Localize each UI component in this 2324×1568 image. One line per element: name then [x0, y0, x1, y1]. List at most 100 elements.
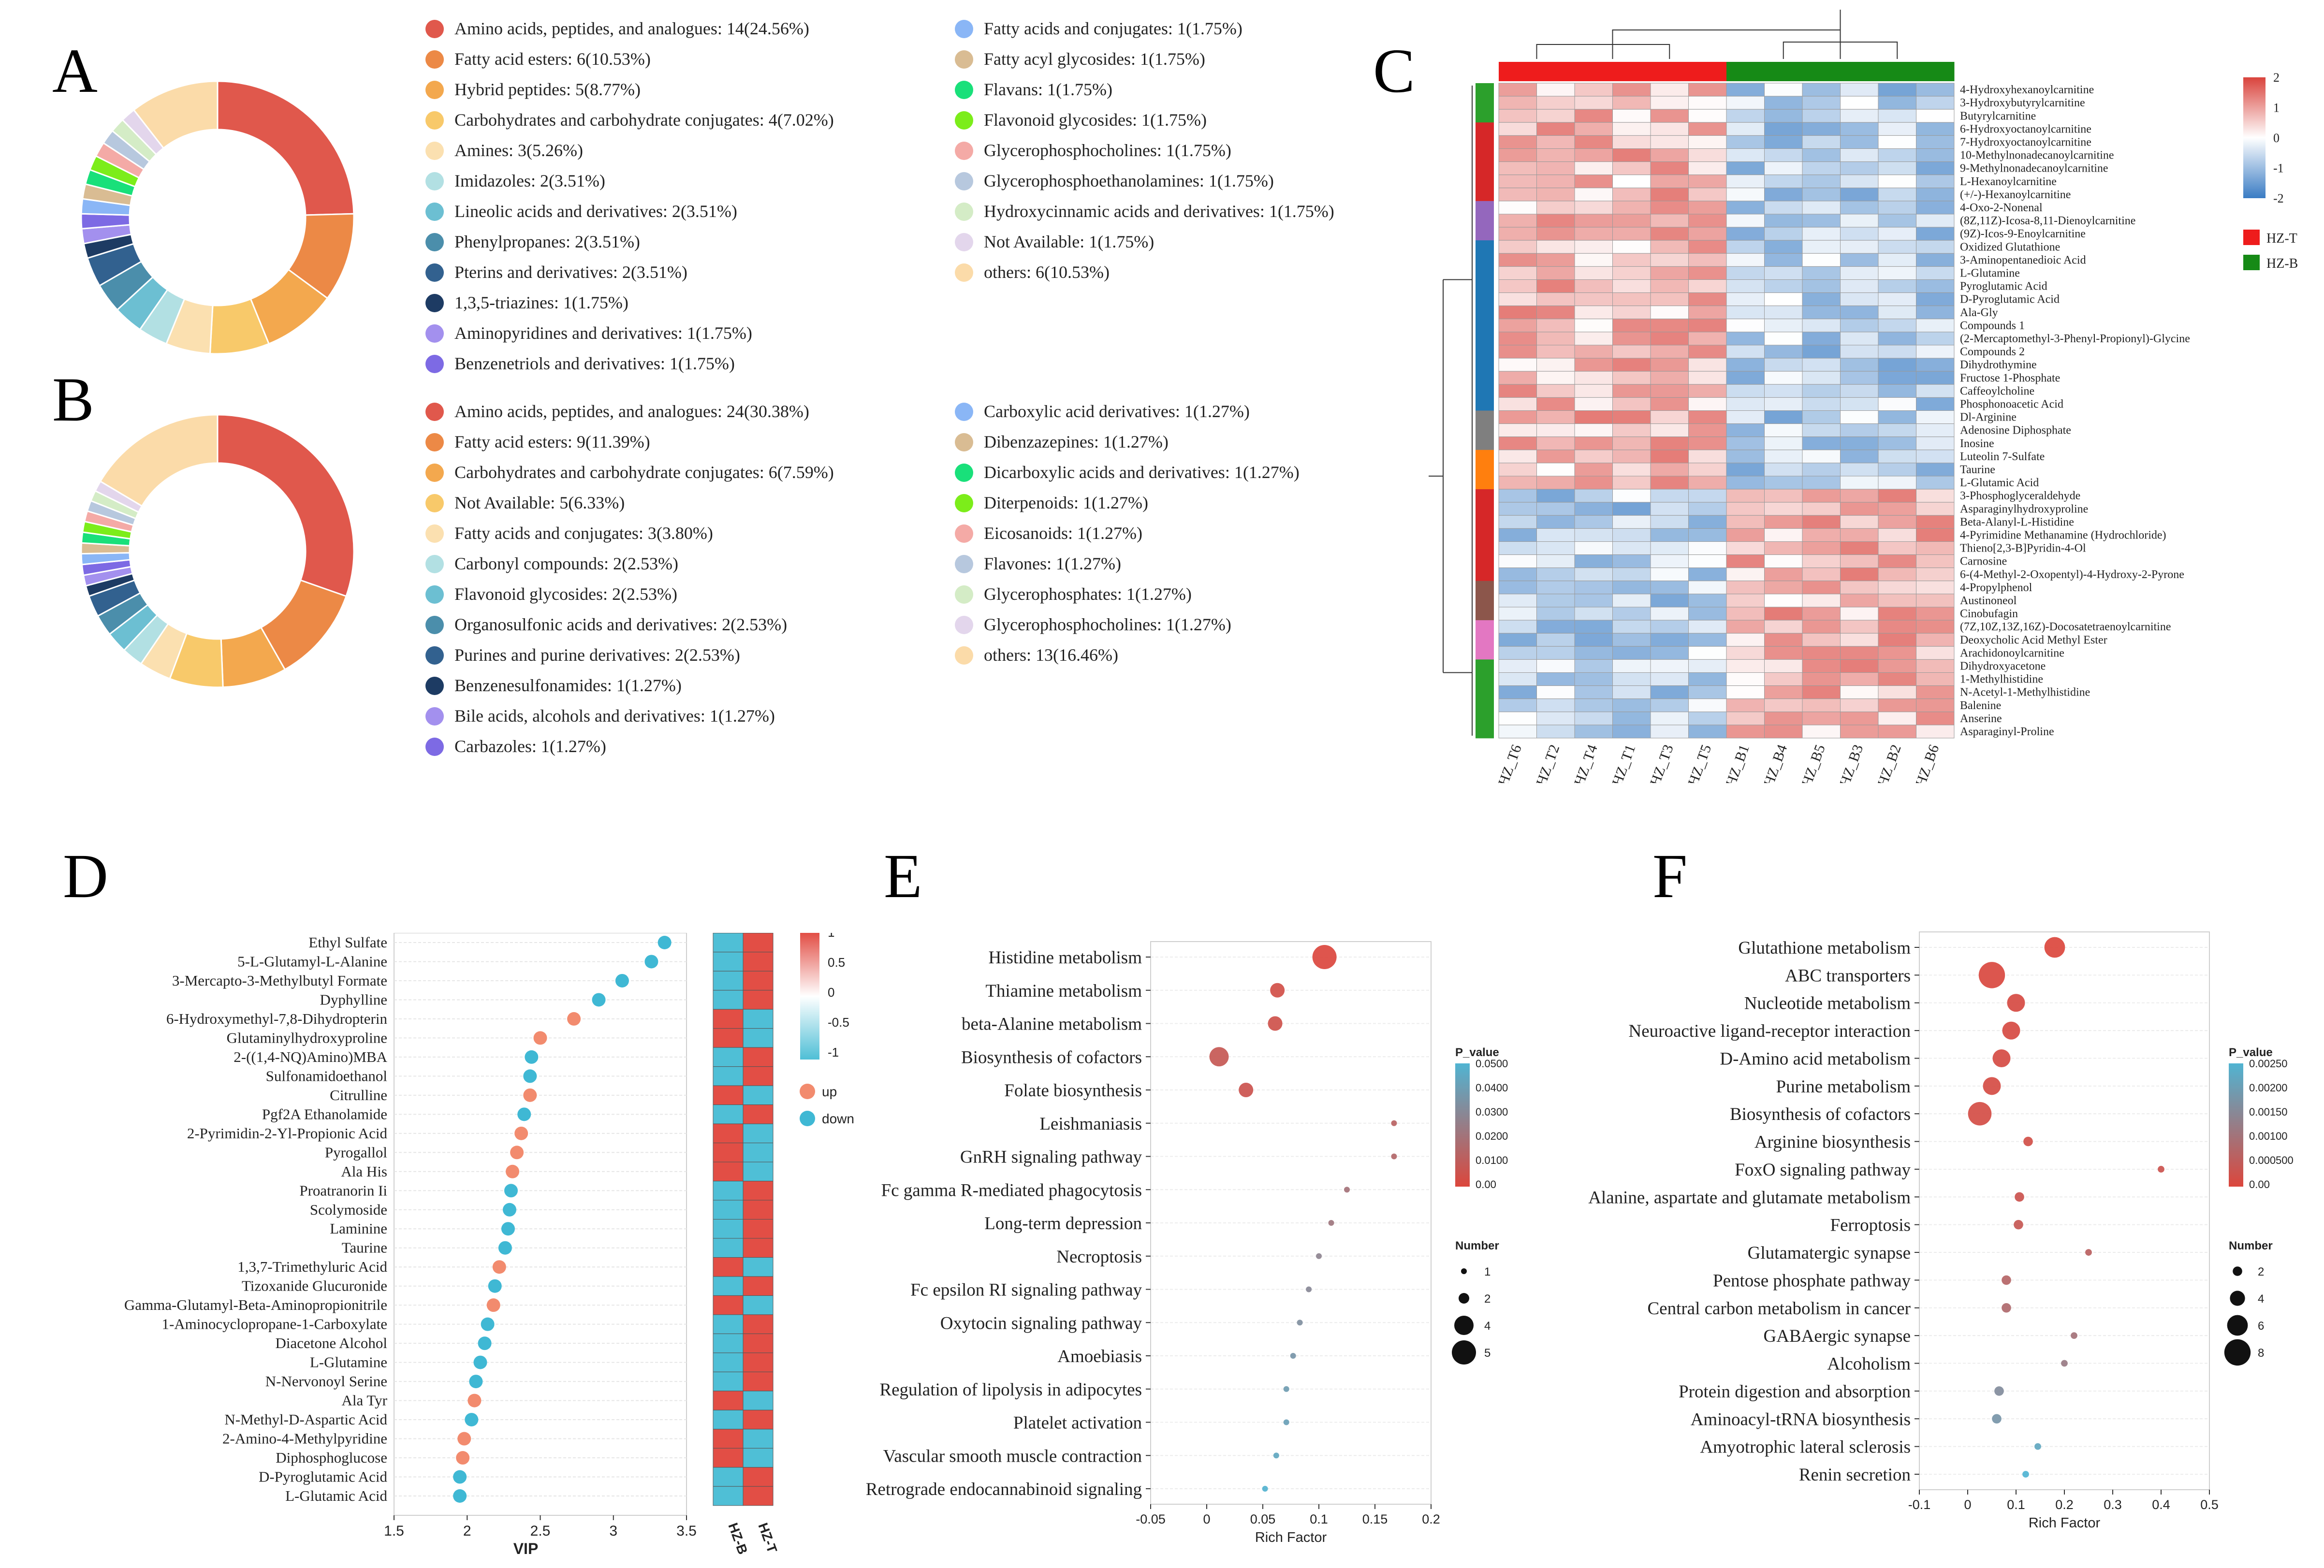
heatmap-cell	[1612, 725, 1651, 739]
heatmap-row-label: 1-Methylhistidine	[1960, 673, 2043, 686]
heatmap-cell	[1498, 96, 1537, 110]
heatmap-row-label: Arachidonoylcarnitine	[1960, 647, 2064, 659]
heatmap-cell	[1650, 253, 1689, 267]
heatmap-cell	[1574, 227, 1613, 241]
row-cluster-bar	[1476, 450, 1494, 464]
heatmap-cell	[1650, 450, 1689, 464]
metabolite-label: 1-Aminocyclopropane-1-Carboxylate	[161, 1316, 387, 1333]
heatmap-cell	[1574, 122, 1613, 136]
pathway-bubble	[1209, 1047, 1229, 1067]
heatmap-cell	[1688, 607, 1727, 621]
heatmap-cell	[1840, 201, 1879, 215]
heatmap-cell	[1688, 188, 1727, 202]
heatmap-cell	[1688, 672, 1727, 686]
heatmap-cell	[1612, 122, 1651, 136]
heatmap-row-label: Pyroglutamic Acid	[1960, 280, 2047, 293]
heatmap-cell	[1650, 384, 1689, 398]
heatmap-cell	[1840, 345, 1879, 359]
x-tick-label: -0.1	[1908, 1497, 1931, 1512]
heat-cell-hzt	[743, 1047, 774, 1067]
heatmap-cell	[1764, 672, 1803, 686]
legend-marker	[800, 1111, 815, 1126]
legend-item: Not Available: 1(1.75%)	[955, 227, 1334, 257]
heatmap-column-label: HZ_T5	[1685, 742, 1714, 783]
legend-item: Carbonyl compounds: 2(2.53%)	[425, 549, 834, 579]
heatmap-cell	[1764, 174, 1803, 189]
heatmap-row-label: (9Z)-Icos-9-Enoylcarnitine	[1960, 228, 2086, 240]
pathway-label: Necroptosis	[1056, 1247, 1142, 1267]
heatmap-column-label: HZ_B2	[1874, 742, 1904, 783]
heatmap-cell	[1916, 476, 1955, 490]
heatmap-cell	[1726, 201, 1765, 215]
heatmap-column-label: HZ_T1	[1609, 742, 1638, 783]
heatmap-cell	[1574, 581, 1613, 595]
legend-label: Glycerophosphocholines: 1(1.27%)	[984, 615, 1231, 634]
vip-point	[502, 1203, 516, 1217]
heatmap-cell	[1878, 554, 1916, 568]
legend-swatch	[425, 615, 444, 634]
heat-cell-hzb	[713, 1123, 744, 1144]
heatmap-cell	[1840, 725, 1879, 739]
heatmap-row-label: Compounds 1	[1960, 319, 2025, 332]
size-legend-label: 6	[2258, 1320, 2264, 1333]
legend-label: Organosulfonic acids and derivatives: 2(…	[454, 615, 788, 634]
heatmap-cell	[1916, 567, 1955, 581]
pathway-label: Regulation of lipolysis in adipocytes	[879, 1380, 1142, 1400]
heatmap-row-label: Fructose 1-Phosphate	[1960, 372, 2060, 384]
heatmap-cell	[1878, 528, 1916, 542]
row-cluster-bar	[1476, 410, 1494, 424]
pathway-label: Long-term depression	[984, 1214, 1142, 1234]
heat-cell-hzb	[713, 1276, 744, 1296]
legend-swatch	[955, 494, 973, 512]
heatmap-cell	[1840, 371, 1879, 385]
heatmap-cell	[1612, 672, 1651, 686]
heatmap-row-label: 4-Hydroxyhexanoylcarnitine	[1960, 84, 2094, 96]
pathway-label: Purine metabolism	[1776, 1077, 1911, 1097]
vip-point	[453, 1489, 467, 1503]
heatmap-c: 4-Hydroxyhexanoylcarnitine3-Hydroxybutyr…	[1429, 10, 2298, 783]
heatmap-cell	[1688, 423, 1727, 437]
heatmap-cell	[1574, 214, 1613, 228]
color-scale-tick: 1	[828, 933, 834, 940]
heatmap-cell	[1536, 554, 1575, 568]
heatmap-cell	[1650, 371, 1689, 385]
heatmap-cell	[1764, 515, 1803, 529]
heatmap-cell	[1612, 698, 1651, 712]
heatmap-cell	[1764, 463, 1803, 477]
heatmap-cell	[1878, 279, 1916, 293]
heatmap-cell	[1764, 109, 1803, 123]
heatmap-row-label: Asparaginylhydroxyproline	[1960, 503, 2088, 515]
heatmap-cell	[1840, 397, 1879, 411]
pathway-label: GnRH signaling pathway	[960, 1147, 1142, 1167]
heatmap-cell	[1878, 161, 1916, 175]
heatmap-cell	[1574, 384, 1613, 398]
heatmap-cell	[1916, 646, 1955, 660]
heatmap-cell	[1802, 161, 1841, 175]
heatmap-cell	[1802, 594, 1841, 608]
heat-cell-hzb	[713, 1257, 744, 1277]
heatmap-cell	[1498, 358, 1537, 372]
size-legend-label: 4	[1484, 1320, 1491, 1333]
heat-cell-hzt	[743, 1181, 774, 1201]
vip-point	[523, 1069, 537, 1083]
legend-label: Amines: 3(5.26%)	[454, 141, 583, 160]
heatmap-cell	[1650, 646, 1689, 660]
heatmap-cell	[1726, 384, 1765, 398]
heatmap-cell	[1878, 541, 1916, 555]
heatmap-cell	[1574, 515, 1613, 529]
pathway-bubble	[2061, 1360, 2068, 1367]
heatmap-column-label: HZ_B6	[1913, 742, 1943, 783]
heatmap-cell	[1802, 698, 1841, 712]
heatmap-cell	[1536, 96, 1575, 110]
pathway-label: Oxytocin signaling pathway	[940, 1313, 1142, 1333]
legend-swatch	[955, 646, 973, 665]
legend-swatch	[955, 19, 973, 38]
heatmap-cell	[1574, 646, 1613, 660]
heatmap-cell	[1802, 384, 1841, 398]
heatmap-cell	[1802, 581, 1841, 595]
legend-item: Not Available: 5(6.33%)	[425, 488, 834, 518]
heatmap-cell	[1612, 345, 1651, 359]
legend-item: Carbazoles: 1(1.27%)	[425, 731, 834, 762]
heatmap-row-label: Dihydrothymine	[1960, 359, 2037, 371]
heatmap-cell	[1650, 489, 1689, 503]
